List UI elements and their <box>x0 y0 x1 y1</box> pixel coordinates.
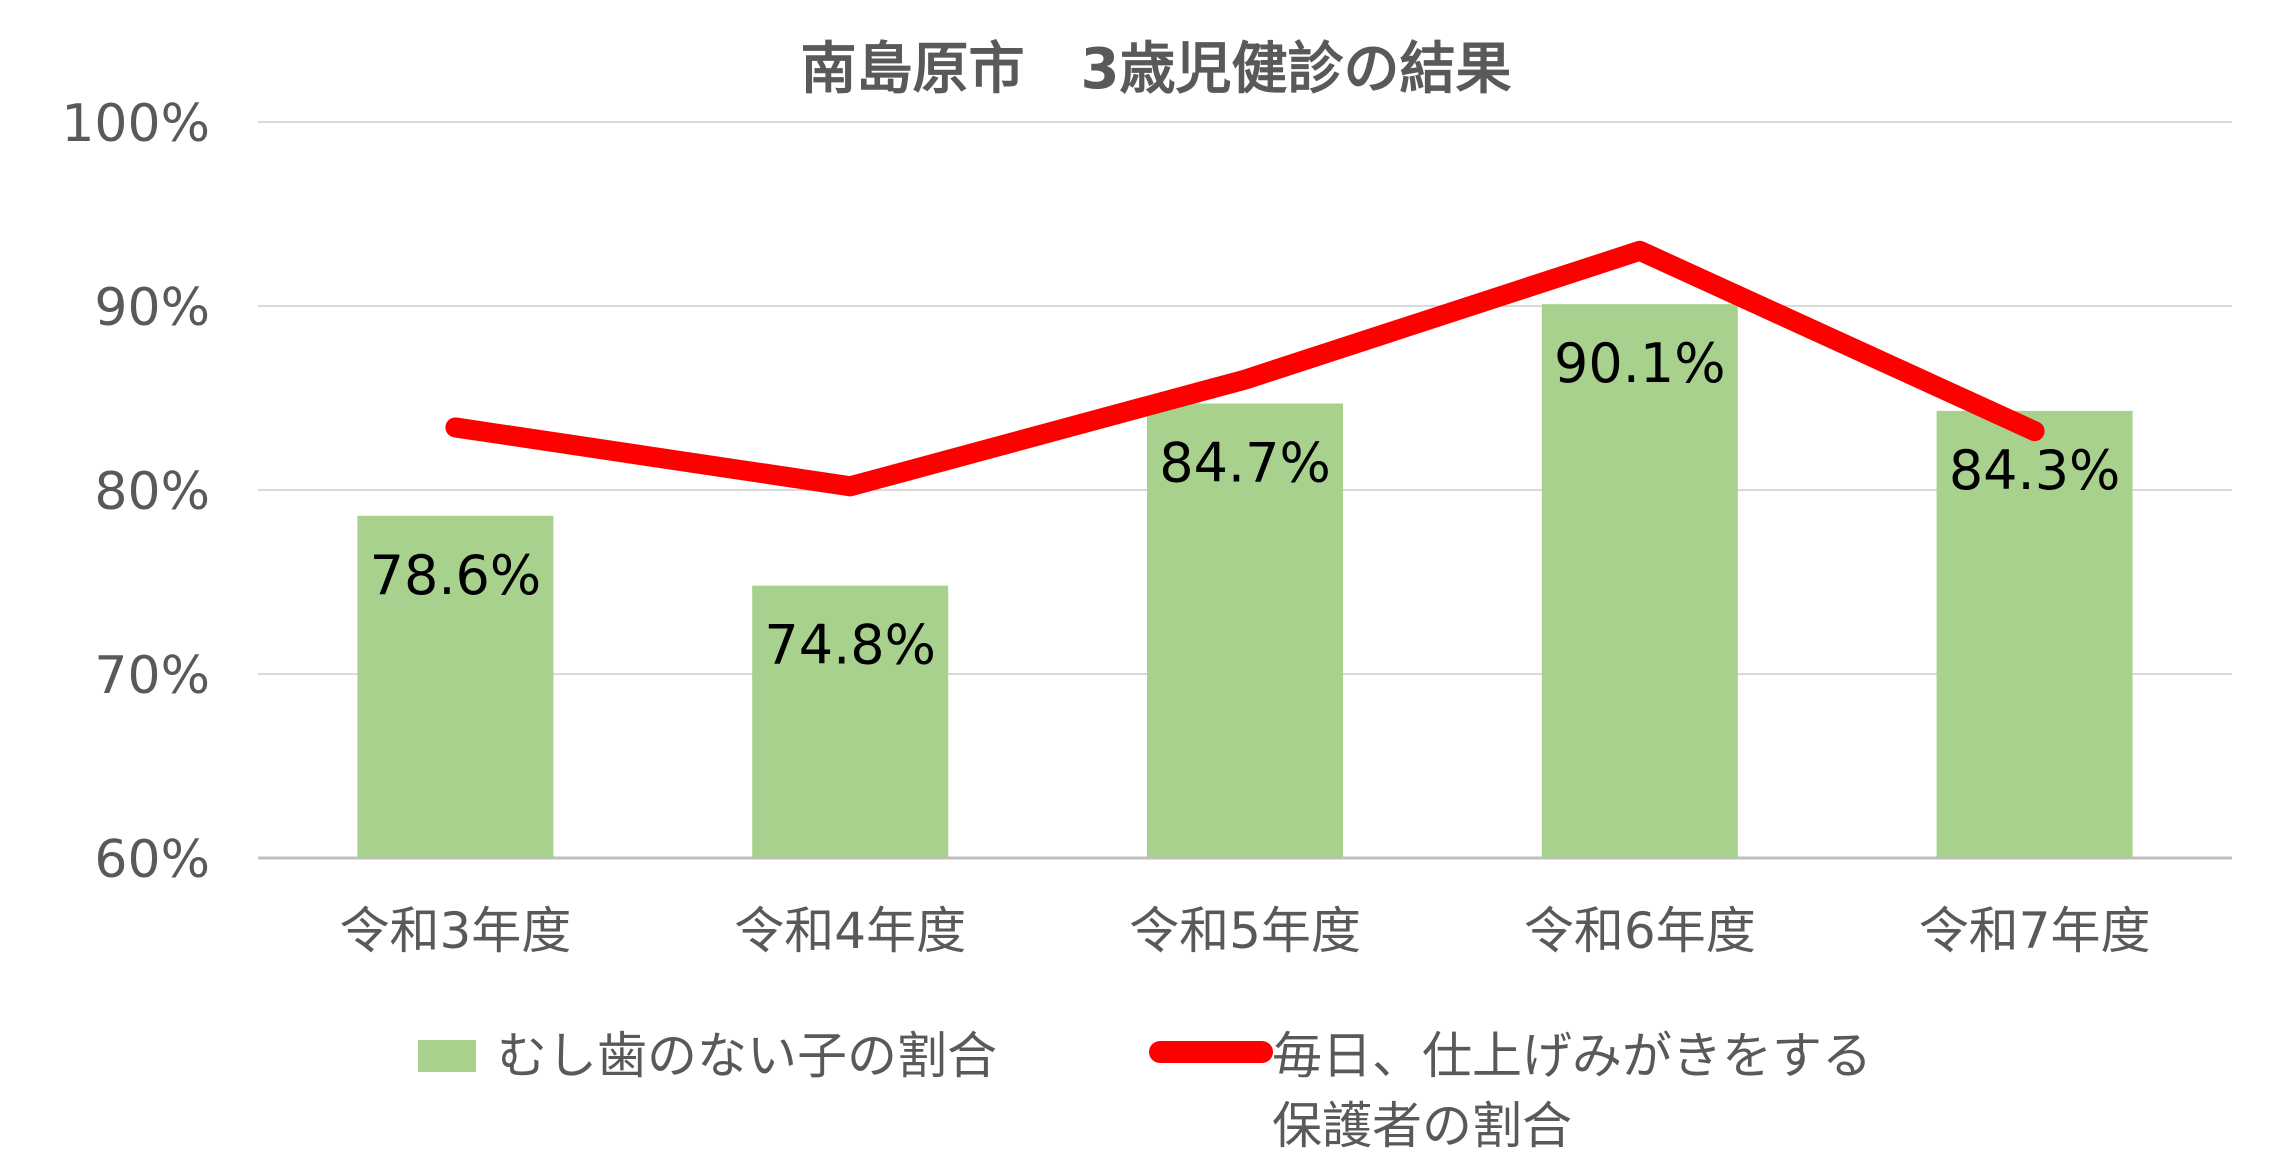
bar <box>752 585 949 858</box>
bar <box>1541 304 1738 858</box>
x-axis-ticks: 令和3年度 令和4年度 令和5年度 令和6年度 令和7年度 <box>339 902 2150 960</box>
line-point <box>1637 248 1642 253</box>
line-point <box>453 425 458 430</box>
data-label: 84.3% <box>1949 439 2121 502</box>
y-tick-label: 70% <box>94 646 210 706</box>
bar-series <box>357 304 2133 858</box>
legend-label-line-2: 保護者の割合 <box>1272 1097 1572 1155</box>
x-tick-label: 令和5年度 <box>1129 902 1361 960</box>
line-point <box>1243 377 1247 382</box>
bar <box>1936 410 2133 858</box>
line-point <box>848 484 853 489</box>
y-tick-label: 90% <box>94 278 210 338</box>
x-tick-label: 令和3年度 <box>339 902 571 960</box>
legend-label-line-1: 毎日、仕上げみがきをする <box>1272 1027 1872 1085</box>
bar <box>1147 403 1343 858</box>
data-label: 74.8% <box>764 614 936 677</box>
bar <box>357 515 554 858</box>
chart-title: 南島原市 3歳児健診の結果 <box>801 37 1512 102</box>
data-labels: 78.6% 74.8% 84.7% 90.1% 84.3% <box>370 332 2121 677</box>
y-axis-ticks: 60% 70% 80% 90% 100% <box>61 94 210 890</box>
y-tick-label: 80% <box>94 462 210 522</box>
y-tick-label: 100% <box>61 94 210 154</box>
x-tick-label: 令和4年度 <box>734 902 966 960</box>
legend-label-bar: むし歯のない子の割合 <box>497 1027 997 1085</box>
x-tick-label: 令和7年度 <box>1919 902 2151 960</box>
line-point <box>2032 429 2037 434</box>
line-series <box>445 240 2045 497</box>
legend-swatch-bar <box>418 1040 476 1072</box>
y-tick-label: 60% <box>94 830 210 890</box>
x-tick-label: 令和6年度 <box>1524 902 1756 960</box>
data-label: 90.1% <box>1554 332 1726 395</box>
data-label: 84.7% <box>1159 432 1331 495</box>
data-label: 78.6% <box>370 544 542 607</box>
